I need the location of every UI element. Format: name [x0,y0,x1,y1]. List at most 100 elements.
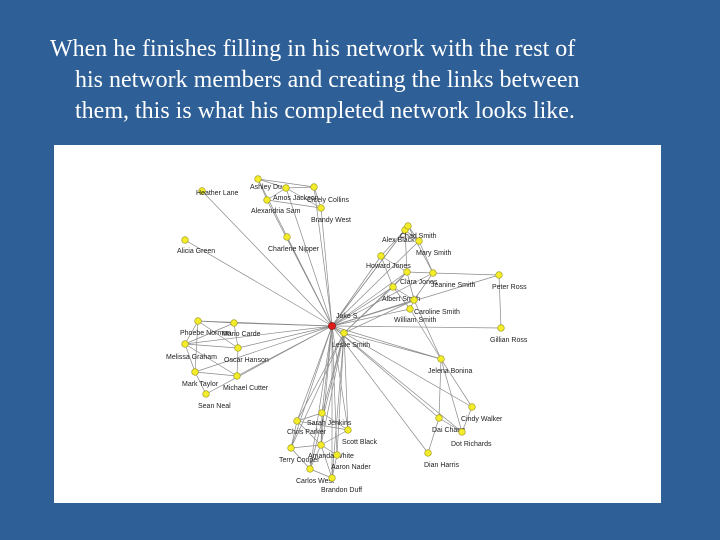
edge-cicely-brandy [313,186,322,209]
edge-clara-jeanine [406,271,434,274]
edge-caroline-jelena [413,299,442,360]
node-label: Dian Harris [424,462,460,469]
edge-melissa-michael [184,343,238,377]
edge-leslie-chris [296,332,345,422]
edge-carlos-brandon [309,468,333,479]
node-marker [410,296,418,304]
node-amos: Amos Jackson [273,184,319,202]
node-michael: Michael Cutter [223,372,269,392]
node-marker [198,187,206,195]
node-label: Jeanine Smith [431,282,475,289]
caption-line-2: his network members and creating the lin… [75,67,580,93]
node-carlos: Carlos West [296,465,334,485]
edge-chris-scott [296,420,349,431]
node-howard: Howard Jones [366,252,411,270]
edge-ego-jelena [331,325,442,360]
node-peter: Peter Ross [492,271,527,291]
edge-ego-melissa [184,325,333,345]
node-marker [458,428,466,436]
node-melissa: Melissa Graham [166,340,217,361]
node-marker [318,409,326,417]
edge-phoebe-carde [197,320,235,324]
node-marker [191,368,199,376]
node-leslie: Leslie Smith [332,329,370,349]
edge-ego-aaron [331,325,338,456]
edge-amos-cicely [285,186,315,189]
edge-carlos-amanda [309,444,322,470]
edge-oscar-michael [236,347,239,377]
network-diagram-panel: Jake S Heather Lane Ashley Du Amos Jackson C… [54,145,661,503]
edge-ego-charlene [286,236,333,327]
node-label: Alexandria Sam [251,208,301,215]
center-node-marker [328,322,336,330]
edge-leslie-amanda [320,332,345,446]
node-label: Carlos West [296,478,334,485]
node-dai: Dai Chang [432,414,465,434]
caption-line-3: them, this is what his completed network… [75,98,575,124]
node-charlene: Charlene Nipper [268,233,320,253]
node-aaron: Aaron Nader [331,451,371,471]
edge-ego-amos [285,187,333,327]
node-label: Heather Lane [196,190,239,197]
edge-leslie-terry [290,332,345,449]
edge-ashley-alexandria [257,178,268,201]
edge-william-jelena [409,308,442,360]
edge-dai-dot [438,417,463,433]
node-heather: Heather Lane [196,187,239,197]
node-label: Ashley Du [250,184,282,191]
edge-ashley-amos [257,178,287,189]
edge-clara-caroline [406,271,415,301]
node-label: Leslie Smith [332,342,370,349]
edge-ego-dai [331,325,440,419]
node-marker [495,271,503,279]
node-marker [415,237,423,245]
edge-jeanine-peter [432,272,500,276]
edge-albert-william [392,286,411,310]
node-label: William Smith [394,317,436,324]
node-marker [333,451,341,459]
edge-jeanine-caroline [413,272,434,301]
node-label: Chad Smith [400,233,437,240]
node-label: Mario Carde [222,331,261,338]
edge-ego-mary [331,240,420,327]
node-cicely: Cicely Collins [307,183,350,204]
node-label: Alicia Green [177,248,215,255]
edge-ego-heather [201,190,333,327]
edge-alexandria-brandy [266,199,322,209]
edge-ego-terry [290,325,333,449]
node-label: Mark Taylor [182,381,219,388]
node-ashley: Ashley Du [250,175,282,191]
node-caroline: Caroline Smith [410,296,460,316]
edge-ego-chris [296,325,333,422]
edge-ego-howard [331,255,382,327]
node-chad: Chad Smith [400,222,437,240]
edge-aaron-brandon [331,454,338,479]
edge-ego-carde [233,322,333,327]
edge-leslie-albert [343,286,394,334]
node-marker [181,340,189,348]
node-marker [287,444,295,452]
edge-cindy-dot [461,406,473,433]
edge-melissa-oscar [184,343,239,349]
node-phoebe: Phoebe Norman [180,317,231,337]
node-marker [389,283,397,291]
node-label: Chris Parker [287,429,327,436]
node-brandon: Brandon Duff [321,474,362,494]
node-sarah: Sarah Jenkins [307,409,352,427]
edge-ashley-cicely [257,178,315,188]
node-label: Michael Cutter [223,385,269,392]
edge-mary-jeanine [418,240,434,274]
node-label: Melissa Graham [166,354,217,361]
node-jelena: Jelena Bonina [428,355,472,375]
edge-ego-jeanine [331,272,434,327]
node-marker [202,390,210,398]
node-dot: Dot Richards [451,428,492,448]
node-label: Albert Smith [382,296,420,303]
node-label: Brandy West [311,217,351,224]
node-brandy: Brandy West [311,204,351,224]
node-label: Jake S [336,313,358,320]
node-label: Amanda White [308,453,354,460]
node-marker [306,465,314,473]
edge-carde-oscar [233,322,239,349]
